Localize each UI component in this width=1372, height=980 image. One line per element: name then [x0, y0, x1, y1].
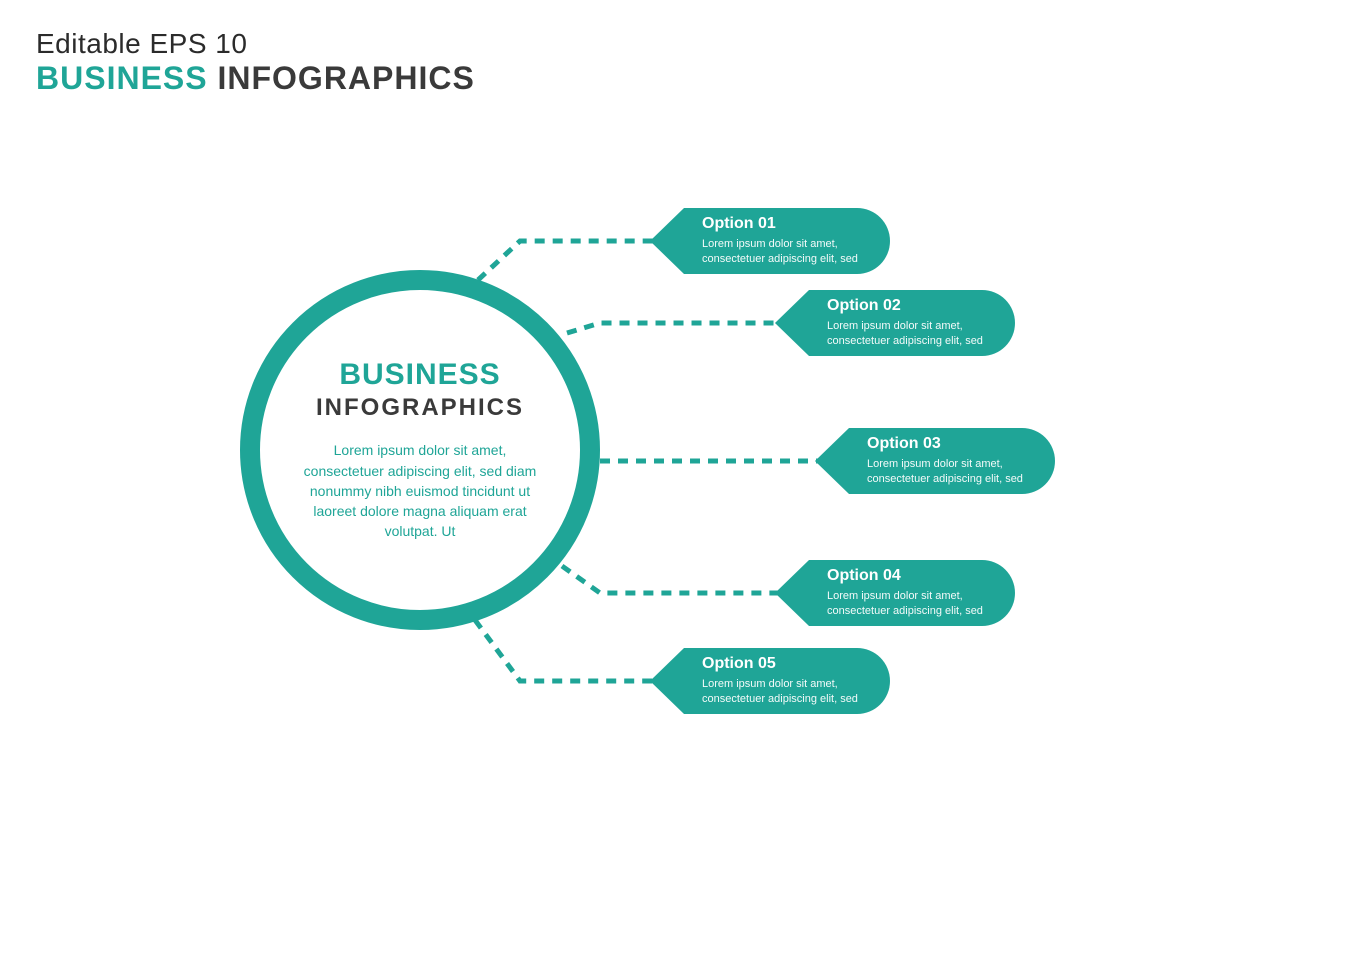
- option-02: Option 02 Lorem ipsum dolor sit amet, co…: [775, 290, 1015, 356]
- option-03: Option 03 Lorem ipsum dolor sit amet, co…: [815, 428, 1055, 494]
- infographic-stage: BUSINESS INFOGRAPHICS Lorem ipsum dolor …: [0, 0, 1372, 980]
- option-04: Option 04 Lorem ipsum dolor sit amet, co…: [775, 560, 1015, 626]
- option-title: Option 05: [702, 655, 866, 673]
- connector-lines: [0, 0, 1372, 980]
- center-body: Lorem ipsum dolor sit amet, consectetuer…: [300, 440, 540, 541]
- option-title: Option 04: [827, 567, 991, 585]
- option-title: Option 02: [827, 297, 991, 315]
- center-circle: BUSINESS INFOGRAPHICS Lorem ipsum dolor …: [240, 270, 600, 630]
- option-desc: Lorem ipsum dolor sit amet, consectetuer…: [702, 677, 866, 707]
- option-desc: Lorem ipsum dolor sit amet, consectetuer…: [827, 589, 991, 619]
- option-desc: Lorem ipsum dolor sit amet, consectetuer…: [702, 237, 866, 267]
- option-01: Option 01 Lorem ipsum dolor sit amet, co…: [650, 208, 890, 274]
- center-subtitle: INFOGRAPHICS: [316, 394, 524, 422]
- option-title: Option 01: [702, 215, 866, 233]
- option-desc: Lorem ipsum dolor sit amet, consectetuer…: [867, 457, 1031, 487]
- center-title: BUSINESS: [339, 358, 500, 392]
- option-desc: Lorem ipsum dolor sit amet, consectetuer…: [827, 319, 991, 349]
- option-05: Option 05 Lorem ipsum dolor sit amet, co…: [650, 648, 890, 714]
- option-title: Option 03: [867, 435, 1031, 453]
